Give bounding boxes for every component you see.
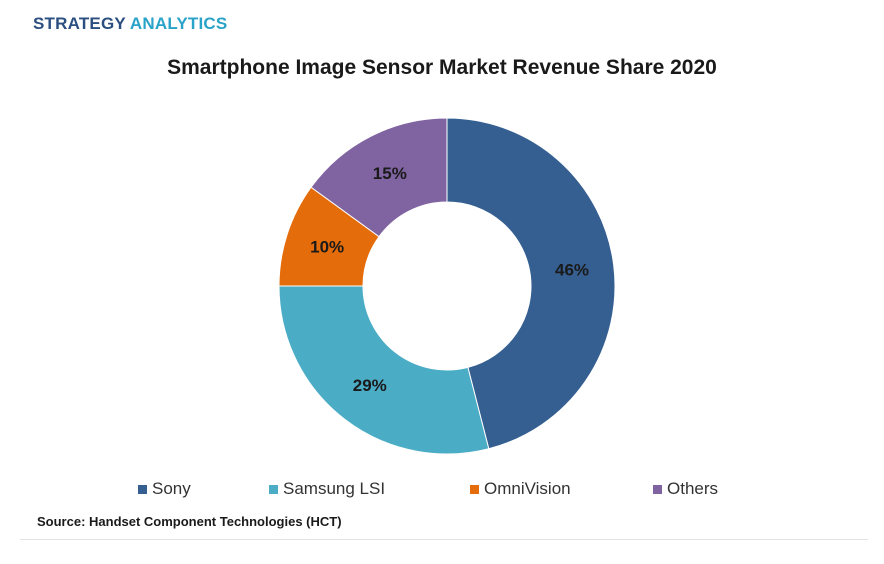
- brand-logo-strategy: STRATEGY: [33, 14, 126, 33]
- legend-swatch-omnivision: [470, 484, 479, 494]
- legend-swatch-samsung-lsi: [269, 484, 278, 494]
- legend-item-samsung-lsi: Samsung LSI: [269, 479, 385, 499]
- chart-legend: Sony Samsung LSI OmniVision Others: [0, 479, 884, 501]
- source-note: Source: Handset Component Technologies (…: [37, 514, 342, 529]
- legend-label-others: Others: [667, 479, 719, 498]
- slice-label-sony: 46%: [555, 261, 589, 280]
- legend-item-others: Others: [653, 479, 718, 499]
- legend-swatch-others: [653, 484, 662, 494]
- legend-item-sony: Sony: [138, 479, 191, 499]
- slice-label-samsung-lsi: 29%: [353, 376, 387, 395]
- brand-logo-analytics: ANALYTICS: [129, 14, 228, 33]
- donut-slice-samsung-lsi: [278, 285, 490, 455]
- slice-label-others: 15%: [373, 164, 407, 183]
- donut-slice-others: [310, 117, 448, 238]
- chart-title: Smartphone Image Sensor Market Revenue S…: [167, 56, 717, 79]
- brand-logo: STRATEGY ANALYTICS: [33, 14, 227, 34]
- legend-label-samsung-lsi: Samsung LSI: [283, 479, 386, 498]
- legend-swatch-sony: [138, 484, 147, 494]
- donut-slice-sony: [446, 117, 616, 450]
- legend-label-sony: Sony: [152, 479, 191, 498]
- legend-label-omnivision: OmniVision: [484, 479, 571, 498]
- slice-label-omnivision: 10%: [310, 238, 344, 257]
- legend-item-omnivision: OmniVision: [470, 479, 571, 499]
- divider: [20, 539, 868, 540]
